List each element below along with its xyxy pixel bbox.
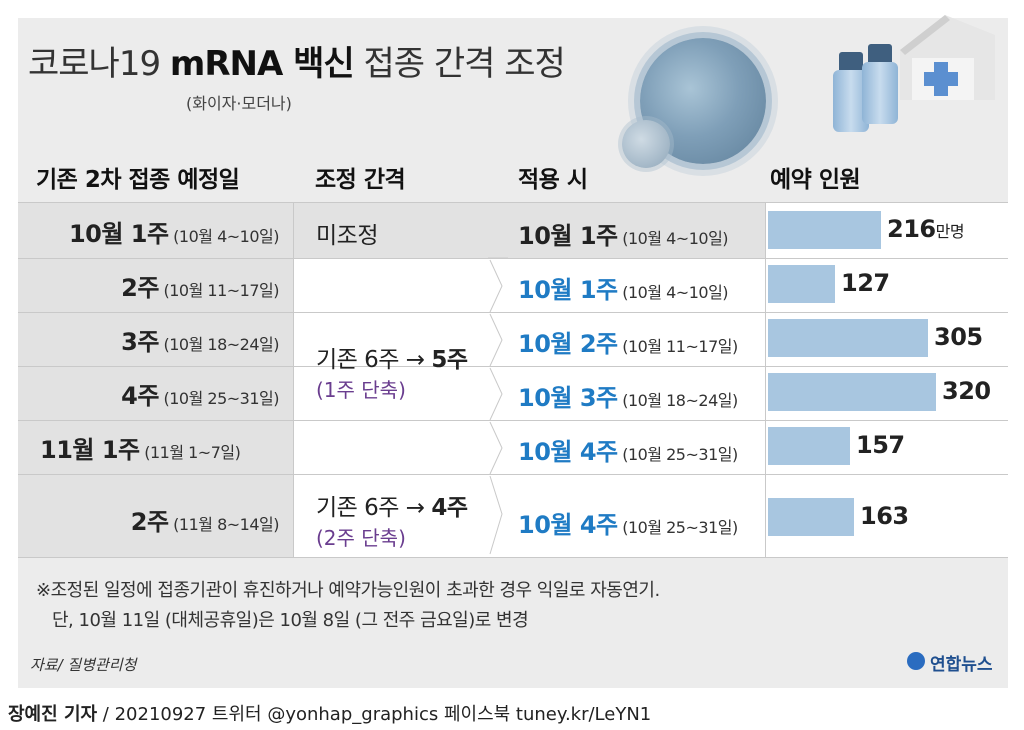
footnote-line-2: 단, 10월 11일 (대체공휴일)은 10월 8일 (그 전주 금요일)로 변… xyxy=(52,610,529,631)
bar-row-1 xyxy=(768,211,881,249)
value-label-row-1: 216만명 xyxy=(887,215,965,243)
arrow-divider xyxy=(488,202,508,555)
value-label-row-5: 157 xyxy=(856,431,905,459)
adjustment-five-weeks-note: (1주 단축) xyxy=(316,378,406,402)
yonhap-logo-text: 연합뉴스 xyxy=(930,655,993,675)
title-part3: 접종 간격 조정 xyxy=(353,44,566,84)
row-divider xyxy=(18,312,1008,313)
original-date-row-2: 2주 (10월 11~17일) xyxy=(121,274,279,302)
credit-line: 장예진 기자 / 20210927 트위터 @yonhap_graphics 페… xyxy=(8,704,652,725)
adjustment-four-weeks: 기존 6주 → 4주 xyxy=(316,495,468,521)
row-1-background xyxy=(18,202,765,258)
header-applied: 적용 시 xyxy=(518,167,588,193)
column-divider xyxy=(293,202,294,557)
adjustment-none: 미조정 xyxy=(316,223,378,249)
source-label: 자료/ 질병관리청 xyxy=(30,656,137,674)
header-adjusted-interval: 조정 간격 xyxy=(315,167,406,193)
row-divider xyxy=(18,474,1008,475)
title-part2: mRNA 백신 xyxy=(169,44,355,84)
value-label-row-3: 305 xyxy=(934,323,983,351)
column-divider xyxy=(765,202,766,557)
vaccine-vial-icon xyxy=(862,44,898,124)
applied-date-row-3: 10월 2주 (10월 11~17일) xyxy=(518,330,738,358)
bar-row-5 xyxy=(768,427,850,465)
footnote-line-1: ※조정된 일정에 접종기관이 휴진하거나 예약가능인원이 초과한 경우 익일로 … xyxy=(36,580,660,601)
row-divider xyxy=(18,202,1008,203)
title-part1: 코로나19 xyxy=(28,44,170,84)
bar-row-6 xyxy=(768,498,854,536)
applied-date-row-5: 10월 4주 (10월 25~31일) xyxy=(518,438,738,466)
bar-row-2 xyxy=(768,265,835,303)
yonhap-logo-icon xyxy=(907,652,925,670)
chart-subtitle: (화이자·모더나) xyxy=(186,94,292,113)
header-original-date: 기존 2차 접종 예정일 xyxy=(36,167,240,193)
bar-row-4 xyxy=(768,373,936,411)
original-date-row-4: 4주 (10월 25~31일) xyxy=(121,382,279,410)
virus-small-icon xyxy=(622,120,670,168)
row-divider xyxy=(18,557,1008,558)
adjustment-four-weeks-note: (2주 단축) xyxy=(316,526,406,550)
value-label-row-6: 163 xyxy=(860,502,909,530)
value-label-row-2: 127 xyxy=(841,269,890,297)
row-divider xyxy=(18,366,1008,367)
applied-date-row-4: 10월 3주 (10월 18~24일) xyxy=(518,384,738,412)
original-date-row-6: 2주 (11월 8~14일) xyxy=(130,508,280,536)
hospital-icon xyxy=(900,15,995,100)
applied-date-row-6: 10월 4주 (10월 25~31일) xyxy=(518,511,738,539)
original-date-row-3: 3주 (10월 18~24일) xyxy=(121,328,279,356)
applied-date-row-2: 10월 1주 (10월 4~10일) xyxy=(518,276,729,304)
row-divider xyxy=(18,258,1008,259)
row-divider xyxy=(18,420,1008,421)
value-label-row-4: 320 xyxy=(942,377,991,405)
chart-title: 코로나19 mRNA 백신 접종 간격 조정 xyxy=(28,36,566,85)
applied-date-row-1: 10월 1주 (10월 4~10일) xyxy=(518,222,729,250)
original-date-row-1: 10월 1주 (10월 4~10일) xyxy=(68,220,280,248)
bar-row-3 xyxy=(768,319,928,357)
original-date-column xyxy=(18,202,293,557)
original-date-row-5: 11월 1주 (11월 1~7일) xyxy=(40,436,241,464)
adjustment-five-weeks: 기존 6주 → 5주 xyxy=(316,347,468,373)
header-reservations: 예약 인원 xyxy=(770,167,861,193)
